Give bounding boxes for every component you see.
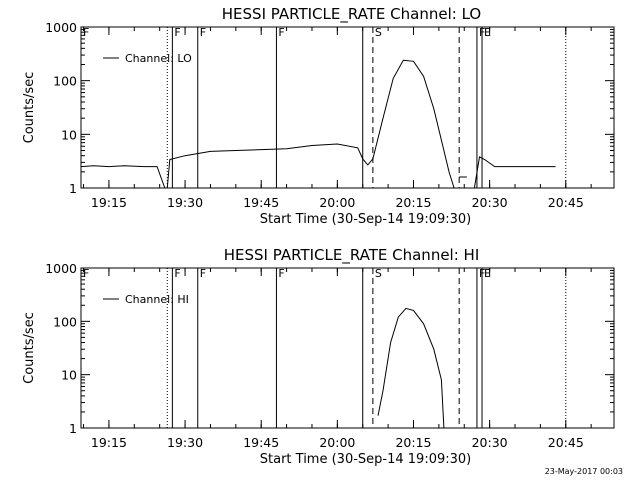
- x-tick-label: 20:00: [319, 195, 355, 210]
- x-tick-label: 19:30: [167, 195, 203, 210]
- y-tick-label: 1: [69, 421, 77, 436]
- x-tick-label: 20:30: [472, 435, 508, 450]
- y-tick-label: 10: [61, 368, 77, 383]
- data-series-line: [473, 156, 556, 189]
- event-marker-label: F: [278, 267, 284, 280]
- event-marker-label: E: [484, 267, 491, 280]
- x-tick-label: 19:15: [91, 195, 127, 210]
- x-tick-label: 20:45: [548, 195, 584, 210]
- y-tick-label: 1000: [45, 261, 77, 276]
- event-marker-label: F: [83, 26, 89, 39]
- footer-timestamp: 23-May-2017 00:03: [545, 467, 623, 476]
- x-tick-label: 19:45: [243, 435, 279, 450]
- x-tick-label: 19:30: [167, 435, 203, 450]
- x-tick-label: 19:45: [243, 195, 279, 210]
- event-marker-label: E: [484, 26, 491, 39]
- x-axis-label: Start Time (30-Sep-14 19:09:30): [260, 212, 471, 227]
- chart-title: HESSI PARTICLE_RATE Channel: LO: [222, 5, 481, 24]
- plot-frame: [80, 267, 615, 429]
- data-series-line: [166, 59, 455, 189]
- event-marker-label: S: [375, 267, 382, 280]
- event-marker-label: F: [200, 267, 206, 280]
- chart-title: HESSI PARTICLE_RATE Channel: HI: [224, 246, 480, 265]
- y-tick-label: 1000: [45, 20, 77, 35]
- event-marker-label: F: [278, 26, 284, 39]
- x-tick-label: 20:30: [472, 195, 508, 210]
- event-marker-label: F: [83, 267, 89, 280]
- chart-panel-hi: HESSI PARTICLE_RATE Channel: HI 1 10 100 100…: [22, 246, 615, 467]
- plot-frame: [80, 26, 615, 189]
- data-series-line: [80, 165, 166, 189]
- x-tick-label: 20:00: [319, 435, 355, 450]
- y-tick-label: 1: [69, 181, 77, 196]
- y-axis-label: Counts/sec: [22, 72, 37, 144]
- event-marker-label: F: [174, 26, 180, 39]
- event-marker-label: F: [200, 26, 206, 39]
- event-marker-label: S: [375, 26, 382, 39]
- legend-label: Channel: HI: [125, 293, 189, 306]
- y-tick-label: 100: [53, 74, 77, 89]
- chart-panel-lo: HESSI PARTICLE_RATE Channel: LO 1 10 100 100…: [22, 5, 615, 227]
- legend-label: Channel: LO: [125, 52, 192, 65]
- y-tick-label: 100: [53, 314, 77, 329]
- data-series-line: [377, 307, 445, 429]
- x-tick-label: 20:15: [395, 195, 431, 210]
- y-axis-label: Counts/sec: [22, 312, 37, 384]
- y-tick-label: 10: [61, 127, 77, 142]
- x-tick-label: 20:15: [395, 435, 431, 450]
- x-axis-label: Start Time (30-Sep-14 19:09:30): [260, 452, 471, 467]
- x-tick-label: 20:45: [548, 435, 584, 450]
- event-marker-label: F: [174, 267, 180, 280]
- x-tick-label: 19:15: [91, 435, 127, 450]
